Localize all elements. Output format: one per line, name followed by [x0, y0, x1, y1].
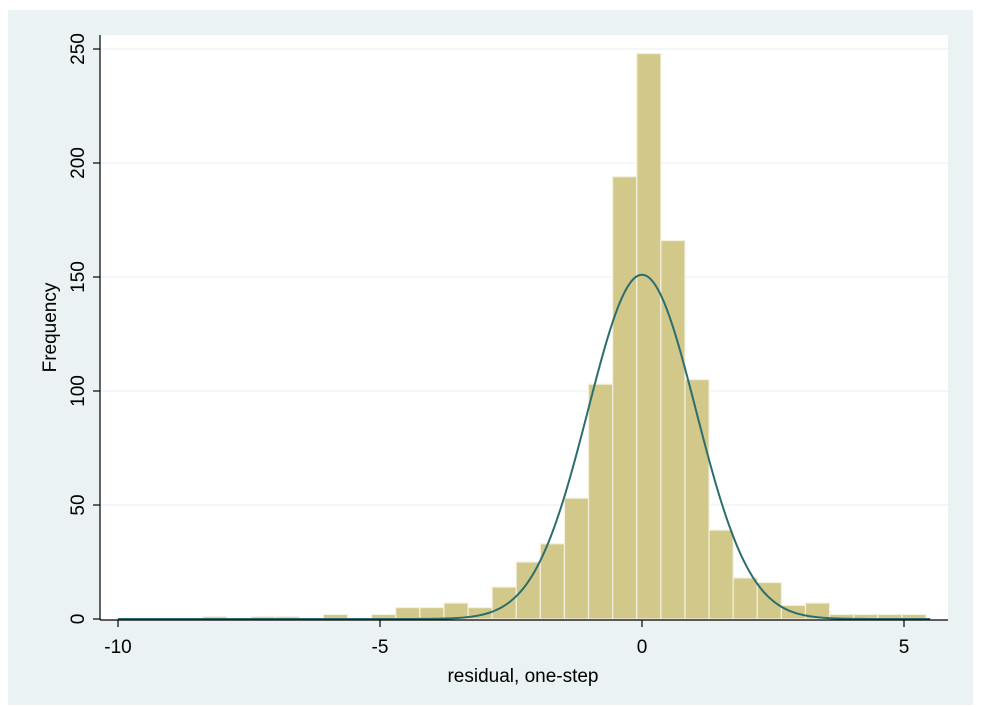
- histogram-bars: [202, 52, 927, 620]
- x-tick-labels: -10 -5 0 5: [104, 637, 909, 658]
- normal-density-curve: [118, 273, 931, 620]
- histogram-bar: [636, 52, 662, 620]
- y-tick-label: 150: [68, 261, 89, 293]
- histogram-bar: [660, 239, 686, 620]
- y-tick-label: 250: [68, 33, 89, 65]
- histogram-bar: [515, 561, 541, 620]
- y-axis-title: Frequency: [40, 282, 61, 372]
- histogram-bar: [708, 529, 734, 620]
- histogram-bar: [491, 586, 517, 620]
- histogram-bar: [395, 606, 421, 620]
- grid-lines: [100, 48, 948, 506]
- x-tick-label: 5: [899, 637, 910, 658]
- histogram-bar: [732, 577, 758, 620]
- histogram-bar: [563, 497, 590, 620]
- y-tick-label: 200: [68, 147, 89, 179]
- plot-area: [100, 35, 948, 620]
- histogram-bar: [684, 379, 710, 620]
- histogram-bar: [587, 383, 614, 620]
- axes: [93, 35, 948, 627]
- y-tick-label: 100: [68, 375, 89, 407]
- y-tick-label: 50: [68, 494, 89, 515]
- x-tick-label: -10: [104, 637, 131, 658]
- y-tick-label: 0: [68, 614, 89, 625]
- y-tick-labels: 0 50 100 150 200 250: [68, 33, 89, 624]
- histogram-bar: [419, 606, 445, 620]
- x-tick-label: 0: [637, 637, 648, 658]
- x-tick-label: -5: [372, 637, 389, 658]
- histogram-bar: [804, 602, 831, 620]
- x-axis-title: residual, one-step: [447, 666, 598, 687]
- histogram-bar: [612, 176, 638, 620]
